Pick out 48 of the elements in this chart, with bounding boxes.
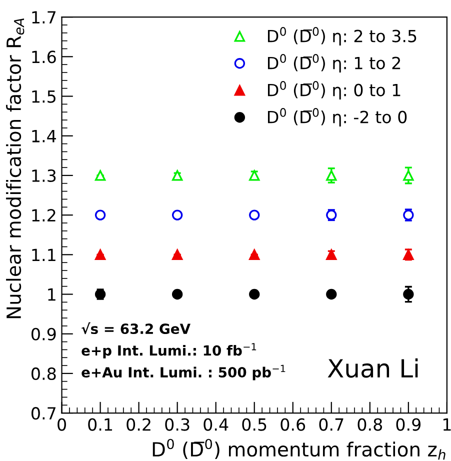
x-axis-title: D$^{0}$ (D̅$^{0}$) momentum fraction z$_{h}$ — [152, 438, 446, 460]
point — [249, 249, 260, 260]
y-tick-label: 0.9 — [32, 328, 56, 340]
point — [326, 170, 337, 181]
annotation: Xuan Li — [328, 358, 418, 378]
y-tick-label: 1.5 — [32, 90, 56, 103]
x-tick-label: 1 — [443, 418, 451, 431]
y-tick-label: 1.2 — [32, 209, 56, 222]
annotation: e+p Int. Lumi.: 10 fb$^{−1}$ — [82, 343, 256, 358]
point — [172, 170, 183, 181]
point — [249, 170, 260, 181]
point — [326, 249, 337, 260]
point — [94, 210, 106, 220]
y-tick-label: 0.7 — [32, 407, 56, 420]
point — [94, 170, 106, 181]
x-tick-label: 0.2 — [126, 418, 150, 431]
y-tick-label: 0.8 — [32, 367, 56, 380]
annotation: √s = 63.2 GeV — [82, 322, 190, 334]
x-tick-label: 0.4 — [204, 418, 228, 431]
x-tick-label: 0.8 — [358, 418, 382, 431]
point — [172, 288, 183, 300]
x-tick-label: 0.7 — [319, 418, 344, 431]
x-tick-label: 0.5 — [242, 418, 266, 431]
point — [249, 288, 260, 300]
point — [172, 249, 183, 260]
y-tick-label: 1.1 — [32, 248, 56, 261]
legend-label: D$^{0}$ (D̅$^{0}$) η: 1 to 2 — [268, 54, 400, 73]
y-tick-label: 1.4 — [32, 130, 56, 142]
point — [403, 170, 414, 181]
point — [326, 288, 337, 300]
y-tick-label: 1.7 — [32, 11, 56, 24]
y-tick-label: 1.6 — [32, 50, 56, 64]
y-tick-label: 1 — [48, 288, 56, 301]
x-tick-label: 0.3 — [165, 418, 190, 431]
point — [94, 249, 106, 260]
point — [249, 210, 260, 220]
point — [403, 288, 414, 300]
x-tick-label: 0 — [58, 418, 66, 431]
legend-label: D$^{0}$ (D̅$^{0}$) η: 0 to 1 — [268, 81, 400, 100]
point — [172, 210, 183, 220]
x-tick-label: 0.1 — [88, 418, 112, 431]
annotation: e+Au Int. Lumi. : 500 pb$^{−1}$ — [82, 364, 286, 380]
y-axis-title: Nuclear modification factor R$_{eA}$ — [6, 18, 24, 318]
y-tick-label: 1.3 — [32, 169, 56, 182]
legend-label: D$^{0}$ (D̅$^{0}$) η: -2 to 0 — [268, 108, 407, 127]
x-tick-label: 0.6 — [280, 418, 306, 431]
legend-label: D$^{0}$ (D̅$^{0}$) η: 2 to 3.5 — [268, 27, 416, 46]
x-tick-label: 0.9 — [396, 418, 421, 431]
